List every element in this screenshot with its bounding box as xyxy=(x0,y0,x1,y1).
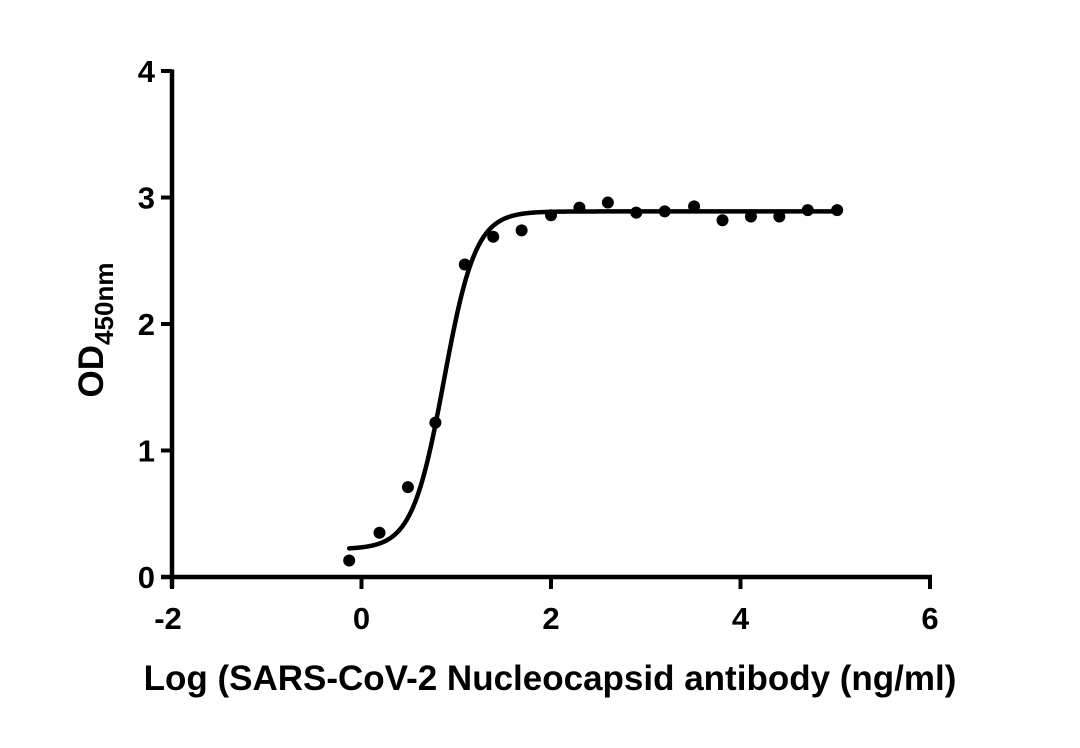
data-point xyxy=(373,526,386,539)
data-point xyxy=(545,209,557,222)
x-tick-label: 0 xyxy=(353,601,370,636)
data-point xyxy=(630,206,643,219)
y-tick-label: 2 xyxy=(138,307,155,342)
data-point xyxy=(458,258,471,271)
y-tick-label: 1 xyxy=(138,434,155,469)
data-point xyxy=(401,481,414,494)
data-point xyxy=(429,416,442,429)
data-point xyxy=(601,196,614,209)
y-axis-title: OD450nm xyxy=(72,263,119,398)
data-point xyxy=(573,201,586,214)
y-axis-title-subscript: 450nm xyxy=(89,263,119,345)
x-axis: -2 0 2 4 6 xyxy=(154,574,939,636)
y-axis: 0 1 2 3 4 xyxy=(138,54,175,595)
data-point xyxy=(487,230,500,243)
x-tick-label: 2 xyxy=(542,601,559,636)
data-point xyxy=(688,200,701,213)
data-point xyxy=(744,210,757,223)
data-point xyxy=(515,224,528,237)
y-tick-label: 0 xyxy=(138,560,155,595)
y-tick-label: 3 xyxy=(138,181,155,216)
data-point xyxy=(831,204,844,217)
data-point xyxy=(801,204,814,217)
data-point xyxy=(773,210,786,223)
y-axis-title-main: OD xyxy=(72,345,111,398)
data-point xyxy=(658,205,671,218)
data-points xyxy=(343,196,844,567)
y-tick-label: 4 xyxy=(138,54,156,89)
fit-curve xyxy=(346,209,840,551)
x-tick-label: 4 xyxy=(732,601,750,636)
x-tick-label: 6 xyxy=(921,601,938,636)
x-tick-label: -2 xyxy=(154,601,182,636)
data-point xyxy=(716,214,729,227)
x-axis-title: Log (SARS-CoV-2 Nucleocapsid antibody (n… xyxy=(144,659,957,698)
data-point xyxy=(343,554,356,567)
